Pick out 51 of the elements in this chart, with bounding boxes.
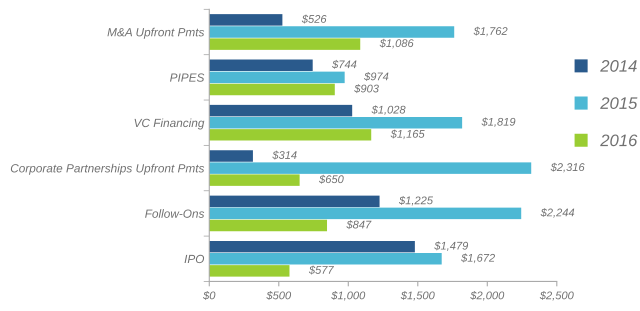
data-label: $2,244 — [540, 208, 574, 218]
data-label: $1,672 — [461, 253, 495, 264]
data-label: $2,316 — [550, 162, 585, 172]
y-tick-label: IPO — [184, 254, 204, 264]
bar — [209, 265, 290, 277]
bar — [209, 162, 532, 174]
bar — [209, 14, 282, 26]
data-label: $526 — [302, 14, 327, 24]
bar — [209, 104, 352, 116]
data-label: $847 — [346, 220, 372, 230]
x-tick-label: $1,000 — [331, 291, 366, 301]
y-tick-label: Follow-Ons — [145, 209, 204, 218]
data-label: $1,086 — [380, 38, 414, 48]
legend-label: 2015 — [600, 97, 638, 110]
data-label: $1,165 — [390, 129, 425, 140]
bar — [209, 208, 522, 220]
data-label: $1,479 — [434, 241, 468, 251]
bar — [209, 253, 442, 265]
bar — [209, 60, 313, 72]
bar — [209, 174, 300, 186]
bar — [209, 26, 454, 38]
bar — [209, 220, 328, 232]
legend-label: 2016 — [600, 134, 638, 146]
bar — [209, 150, 253, 162]
bar — [209, 72, 345, 84]
x-tick-label: $0 — [203, 291, 216, 300]
x-tick-label: $2,500 — [540, 291, 574, 301]
bar — [209, 38, 360, 50]
y-tick-label: VC Financing — [134, 118, 204, 130]
legend-label: 2014 — [600, 60, 637, 72]
data-label: $650 — [319, 174, 344, 184]
bar — [209, 240, 415, 252]
data-label: $577 — [308, 266, 334, 275]
data-label: $1,762 — [474, 26, 508, 36]
y-tick-label: Corporate Partnerships Upfront Pmts — [10, 164, 204, 175]
x-tick-label: $500 — [266, 291, 292, 300]
y-tick-label: PIPES — [170, 73, 204, 82]
bar — [209, 196, 380, 208]
data-label: $903 — [354, 84, 379, 94]
data-label: $974 — [364, 72, 388, 81]
data-label: $744 — [332, 60, 356, 69]
y-tick-label: M&A Upfront Pmts — [107, 28, 204, 39]
data-label: $1,819 — [482, 117, 516, 128]
bar — [209, 129, 372, 141]
x-tick-label: $2,000 — [470, 291, 504, 301]
data-label: $1,028 — [372, 105, 406, 115]
bar — [209, 116, 462, 128]
bar — [209, 84, 335, 96]
data-label: $314 — [272, 150, 297, 160]
x-tick-label: $1,500 — [400, 291, 435, 301]
data-label: $1,225 — [398, 196, 434, 206]
